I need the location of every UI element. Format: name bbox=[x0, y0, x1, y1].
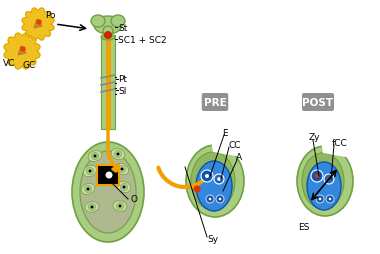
Text: ES: ES bbox=[298, 223, 309, 232]
Circle shape bbox=[201, 170, 213, 182]
Ellipse shape bbox=[302, 153, 344, 209]
Circle shape bbox=[316, 195, 324, 203]
Ellipse shape bbox=[88, 151, 102, 162]
Ellipse shape bbox=[81, 184, 95, 195]
Ellipse shape bbox=[307, 162, 341, 210]
Text: GC: GC bbox=[22, 61, 35, 70]
Circle shape bbox=[319, 198, 321, 200]
Circle shape bbox=[89, 204, 95, 211]
Text: PRE: PRE bbox=[204, 98, 226, 108]
Text: SC1 + SC2: SC1 + SC2 bbox=[118, 35, 166, 44]
Wedge shape bbox=[209, 114, 247, 151]
FancyBboxPatch shape bbox=[97, 165, 119, 185]
Circle shape bbox=[89, 170, 92, 173]
Circle shape bbox=[206, 195, 214, 203]
Text: O: O bbox=[130, 195, 137, 204]
Ellipse shape bbox=[111, 16, 125, 28]
Ellipse shape bbox=[117, 182, 131, 193]
Text: fCC: fCC bbox=[332, 138, 348, 147]
Ellipse shape bbox=[111, 149, 125, 160]
Ellipse shape bbox=[85, 202, 99, 213]
Polygon shape bbox=[4, 34, 40, 70]
Ellipse shape bbox=[103, 27, 113, 37]
Ellipse shape bbox=[80, 151, 136, 233]
Text: Po: Po bbox=[45, 10, 55, 19]
Text: E: E bbox=[222, 128, 228, 137]
Wedge shape bbox=[320, 117, 355, 152]
Circle shape bbox=[93, 155, 97, 158]
Circle shape bbox=[105, 32, 111, 39]
Circle shape bbox=[120, 168, 124, 171]
Circle shape bbox=[122, 186, 125, 189]
Text: POST: POST bbox=[302, 98, 334, 108]
Circle shape bbox=[117, 203, 124, 210]
Circle shape bbox=[205, 174, 209, 178]
Circle shape bbox=[87, 168, 93, 175]
Circle shape bbox=[311, 170, 323, 182]
Ellipse shape bbox=[83, 166, 97, 177]
Ellipse shape bbox=[186, 146, 244, 217]
Polygon shape bbox=[22, 9, 54, 41]
Circle shape bbox=[90, 206, 93, 209]
Ellipse shape bbox=[101, 35, 115, 41]
Circle shape bbox=[315, 174, 319, 179]
Wedge shape bbox=[319, 130, 347, 157]
Circle shape bbox=[119, 205, 122, 208]
FancyBboxPatch shape bbox=[302, 94, 334, 112]
Text: Zy: Zy bbox=[309, 133, 320, 142]
Ellipse shape bbox=[297, 146, 353, 216]
Circle shape bbox=[20, 47, 26, 53]
Circle shape bbox=[87, 188, 90, 191]
Ellipse shape bbox=[196, 161, 232, 211]
Text: St: St bbox=[118, 23, 127, 32]
Ellipse shape bbox=[72, 142, 144, 242]
Circle shape bbox=[326, 195, 334, 203]
FancyBboxPatch shape bbox=[202, 94, 228, 112]
Text: Pt: Pt bbox=[118, 75, 127, 84]
Text: Sy: Sy bbox=[207, 235, 218, 244]
Polygon shape bbox=[18, 47, 26, 56]
Ellipse shape bbox=[94, 17, 122, 35]
Text: CC: CC bbox=[228, 140, 241, 149]
Bar bbox=[101, 36, 115, 130]
Circle shape bbox=[209, 198, 211, 200]
Ellipse shape bbox=[113, 201, 127, 212]
Ellipse shape bbox=[116, 164, 128, 175]
Circle shape bbox=[219, 198, 221, 200]
Circle shape bbox=[106, 172, 112, 179]
Circle shape bbox=[119, 166, 125, 173]
Circle shape bbox=[114, 151, 122, 158]
Ellipse shape bbox=[91, 16, 105, 28]
Text: A: A bbox=[236, 153, 242, 162]
Text: Sl: Sl bbox=[118, 86, 127, 95]
Circle shape bbox=[92, 153, 98, 160]
Circle shape bbox=[193, 186, 201, 193]
Circle shape bbox=[327, 178, 331, 181]
Circle shape bbox=[117, 153, 119, 156]
Text: VC: VC bbox=[3, 58, 15, 67]
Circle shape bbox=[216, 195, 224, 203]
Circle shape bbox=[84, 186, 92, 193]
Circle shape bbox=[214, 174, 224, 184]
Polygon shape bbox=[34, 20, 42, 29]
Wedge shape bbox=[209, 126, 239, 157]
Circle shape bbox=[120, 184, 128, 191]
Circle shape bbox=[217, 178, 221, 181]
Circle shape bbox=[329, 198, 331, 200]
Circle shape bbox=[36, 20, 42, 26]
Ellipse shape bbox=[191, 152, 235, 210]
Circle shape bbox=[324, 174, 334, 184]
